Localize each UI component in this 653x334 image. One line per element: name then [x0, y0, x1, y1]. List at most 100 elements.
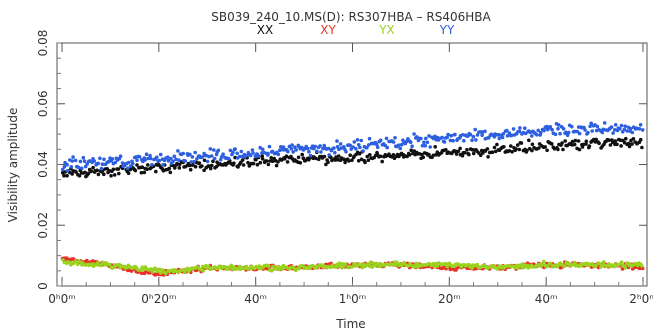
- data-point: [492, 145, 497, 150]
- data-point: [507, 149, 512, 153]
- data-point: [601, 260, 606, 264]
- data-point: [535, 133, 539, 137]
- data-point: [174, 157, 178, 162]
- data-point: [344, 150, 348, 154]
- data-point: [76, 165, 81, 170]
- data-point: [420, 152, 424, 157]
- data-point: [619, 144, 623, 148]
- data-point: [190, 155, 195, 159]
- data-point: [145, 167, 149, 171]
- data-point: [460, 153, 465, 158]
- data-point: [505, 134, 510, 138]
- data-point: [128, 164, 133, 168]
- data-point: [73, 158, 78, 163]
- data-point: [545, 148, 549, 153]
- data-point: [149, 267, 153, 271]
- data-point: [209, 154, 214, 158]
- data-point: [118, 154, 123, 158]
- data-point: [227, 156, 231, 161]
- data-point: [205, 159, 210, 164]
- data-point: [518, 126, 522, 130]
- data-point: [100, 162, 105, 166]
- data-point: [471, 134, 476, 139]
- data-point: [75, 262, 80, 267]
- data-point: [550, 142, 554, 146]
- data-point: [140, 165, 145, 169]
- data-point: [468, 132, 473, 137]
- data-point: [266, 151, 270, 156]
- data-point: [408, 153, 412, 157]
- data-point: [328, 265, 333, 270]
- data-point: [626, 141, 631, 146]
- data-point: [515, 266, 520, 270]
- data-point: [333, 158, 338, 162]
- data-point: [155, 155, 159, 160]
- data-point: [289, 146, 294, 151]
- data-point: [577, 131, 582, 136]
- data-point: [65, 162, 69, 167]
- data-point: [286, 149, 290, 154]
- data-point: [577, 147, 582, 152]
- data-point: [408, 140, 413, 144]
- data-point: [117, 262, 122, 267]
- data-point: [276, 152, 281, 157]
- data-point: [562, 264, 567, 268]
- data-point: [431, 261, 436, 266]
- data-point: [144, 152, 149, 156]
- data-point: [561, 127, 566, 131]
- data-point: [475, 133, 480, 137]
- data-point: [102, 157, 106, 162]
- data-point: [188, 167, 193, 172]
- data-point: [445, 135, 450, 140]
- data-point: [556, 147, 560, 152]
- data-point: [85, 258, 89, 263]
- data-point: [497, 136, 502, 141]
- data-point: [393, 263, 398, 268]
- data-point: [77, 174, 82, 178]
- data-points: [60, 121, 645, 277]
- data-point: [340, 266, 344, 270]
- data-point: [628, 126, 633, 131]
- data-point: [246, 160, 250, 165]
- data-point: [630, 130, 635, 135]
- data-point: [595, 124, 600, 129]
- data-point: [274, 163, 279, 168]
- data-point: [623, 266, 628, 270]
- data-point: [65, 169, 70, 173]
- data-point: [171, 159, 175, 164]
- data-point: [239, 149, 244, 154]
- data-point: [602, 121, 607, 125]
- data-point: [380, 159, 385, 164]
- data-point: [440, 135, 444, 140]
- data-point: [471, 151, 476, 156]
- data-point: [218, 157, 223, 162]
- data-point: [444, 148, 448, 152]
- data-point: [201, 268, 206, 273]
- data-point: [542, 128, 546, 133]
- data-point: [495, 142, 499, 147]
- data-point: [110, 157, 115, 161]
- data-point: [139, 170, 144, 175]
- data-point: [269, 156, 274, 160]
- data-point: [548, 125, 553, 129]
- data-point: [233, 147, 237, 151]
- data-point: [200, 264, 205, 269]
- data-point: [509, 144, 513, 148]
- data-point: [192, 160, 196, 164]
- data-point: [240, 158, 245, 162]
- data-point: [116, 167, 121, 171]
- data-point: [360, 265, 365, 270]
- data-point: [359, 157, 364, 162]
- data-point: [212, 148, 216, 152]
- data-point: [166, 155, 170, 159]
- legend-entry-yx: YX: [378, 23, 395, 37]
- data-point: [414, 261, 419, 266]
- data-point: [405, 154, 410, 159]
- data-point: [600, 130, 605, 135]
- data-point: [573, 138, 578, 143]
- data-point: [423, 143, 428, 148]
- data-point: [485, 147, 490, 151]
- data-point: [313, 144, 318, 149]
- data-point: [514, 147, 518, 151]
- x-axis: 0ʰ0ᵐ 0ʰ20ᵐ 40ᵐ 1ʰ0ᵐ 20ᵐ 40ᵐ 2ʰ0ᵐ: [48, 43, 653, 306]
